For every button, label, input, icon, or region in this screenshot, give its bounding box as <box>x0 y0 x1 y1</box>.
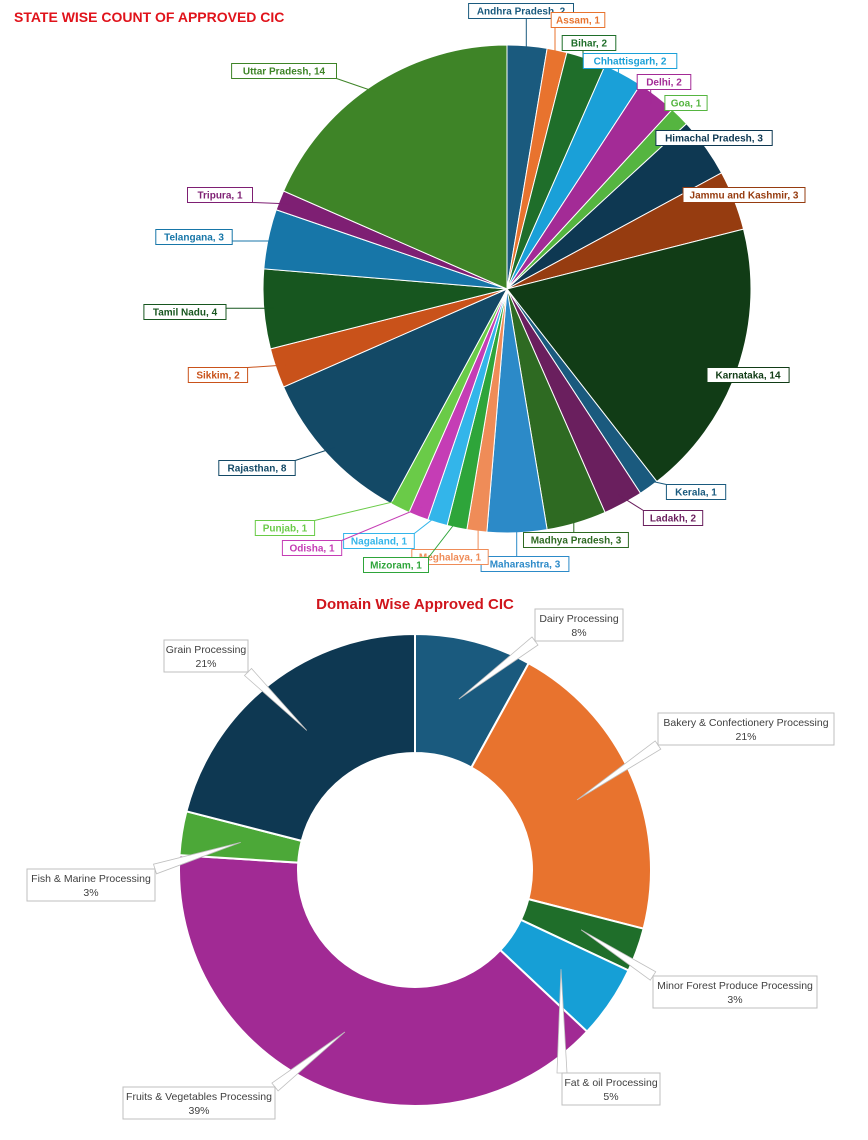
state-label-box-tamil-nadu <box>143 304 227 320</box>
domain-percent-dairy-processing: 8% <box>571 627 586 639</box>
domain-label-grain-processing: Grain Processing <box>166 644 247 656</box>
state-label-odisha: Odisha, 1 <box>289 544 334 555</box>
domain-label-bakery-and-confectionery-processing: Bakery & Confectionery Processing <box>663 717 828 729</box>
state-label-mizoram: Mizoram, 1 <box>370 561 422 572</box>
state-label-box-nagaland <box>343 533 415 549</box>
state-label-meghalaya: Meghalaya, 1 <box>419 553 482 564</box>
state-label-box-chhattisgarh <box>582 53 678 69</box>
state-label-uttar-pradesh: Uttar Pradesh, 14 <box>243 67 326 78</box>
domain-labels: Dairy Processing 8% Bakery & Confectionery… <box>26 608 835 1120</box>
state-label-box-jammu-and-kashmir <box>682 187 806 203</box>
domain-label-fish-and-marine-processing: Fish & Marine Processing <box>31 873 151 885</box>
state-label-assam: Assam, 1 <box>556 16 600 27</box>
domain-label-box-fat-and-oil-processing <box>561 1072 661 1106</box>
state-leader-kerala <box>642 478 667 485</box>
state-label-bihar: Bihar, 2 <box>571 39 608 50</box>
state-leader-uttar-pradesh <box>336 78 380 94</box>
state-label-andhra-pradesh: Andhra Pradesh, 2 <box>477 7 566 18</box>
state-label-box-sikkim <box>187 367 249 383</box>
state-label-ladakh: Ladakh, 2 <box>650 514 697 525</box>
state-label-box-bihar <box>561 35 617 51</box>
state-label-box-tripura <box>187 187 253 203</box>
state-label-box-telangana <box>155 229 233 245</box>
state-label-tripura: Tripura, 1 <box>197 191 242 202</box>
state-leader-tripura <box>252 202 290 205</box>
domain-percent-grain-processing: 21% <box>195 658 216 670</box>
domain-percent-fat-and-oil-processing: 5% <box>603 1091 618 1103</box>
domain-label-minor-forest-produce-processing: Minor Forest Produce Processing <box>657 980 813 992</box>
domain-label-box-fish-and-marine-processing <box>26 868 156 902</box>
state-label-kerala: Kerala, 1 <box>675 488 717 499</box>
domain-label-box-grain-processing <box>163 639 249 673</box>
state-label-maharashtra: Maharashtra, 3 <box>490 560 561 571</box>
state-leader-nagaland <box>413 512 441 534</box>
state-label-madhya-pradesh: Madhya Pradesh, 3 <box>531 536 622 547</box>
state-label-box-goa <box>664 95 708 111</box>
state-label-tamil-nadu: Tamil Nadu, 4 <box>153 308 218 319</box>
state-label-box-odisha <box>281 540 343 556</box>
state-leader-rajasthan <box>295 447 335 461</box>
state-label-goa: Goa, 1 <box>671 99 702 110</box>
domain-label-fat-and-oil-processing: Fat & oil Processing <box>564 1077 658 1089</box>
domain-chart-title: Domain Wise Approved CIC <box>316 596 514 613</box>
state-label-box-madhya-pradesh <box>523 532 629 548</box>
state-label-box-uttar-pradesh <box>231 63 338 79</box>
state-label-box-andhra-pradesh <box>468 3 575 19</box>
state-label-box-himachal-pradesh <box>655 130 773 146</box>
state-label-box-karnataka <box>706 367 790 383</box>
state-label-telangana: Telangana, 3 <box>164 233 224 244</box>
domain-slice-bakery-and-confectionery-processing <box>470 661 652 930</box>
state-label-punjab: Punjab, 1 <box>263 524 308 535</box>
state-chart-title: STATE WISE COUNT OF APPROVED CIC <box>14 9 285 25</box>
domain-doughnut <box>178 632 652 1107</box>
state-label-himachal-pradesh: Himachal Pradesh, 3 <box>665 134 763 145</box>
domain-label-box-bakery-and-confectionery-processing <box>657 712 835 746</box>
state-label-box-rajasthan <box>218 460 296 476</box>
state-label-box-assam <box>550 12 606 28</box>
domain-slice-fruits-and-vegetables-processing <box>178 854 589 1107</box>
domain-label-dairy-processing: Dairy Processing <box>539 613 619 625</box>
state-slice-uttar-pradesh <box>282 44 508 290</box>
state-label-box-mizoram <box>363 557 429 573</box>
domain-label-box-minor-forest-produce-processing <box>652 975 818 1009</box>
state-label-box-ladakh <box>642 510 704 526</box>
domain-percent-fish-and-marine-processing: 3% <box>83 887 98 899</box>
state-label-box-kerala <box>665 484 727 500</box>
state-label-nagaland: Nagaland, 1 <box>351 537 408 548</box>
domain-label-box-dairy-processing <box>534 608 624 642</box>
state-pie <box>262 44 752 534</box>
state-label-rajasthan: Rajasthan, 8 <box>228 464 287 475</box>
state-label-box-punjab <box>254 520 316 536</box>
state-slice-rajasthan <box>282 287 509 505</box>
state-leader-ladakh <box>618 494 644 511</box>
state-label-sikkim: Sikkim, 2 <box>196 371 240 382</box>
domain-percent-minor-forest-produce-processing: 3% <box>727 994 742 1006</box>
domain-percent-fruits-and-vegetables-processing: 39% <box>188 1105 209 1117</box>
domain-slice-grain-processing <box>185 632 416 843</box>
state-label-delhi: Delhi, 2 <box>646 78 682 89</box>
domain-label-box-fruits-and-vegetables-processing <box>122 1086 276 1120</box>
state-label-jammu-and-kashmir: Jammu and Kashmir, 3 <box>690 191 799 202</box>
domain-percent-bakery-and-confectionery-processing: 21% <box>735 731 756 743</box>
state-leader-sikkim <box>247 364 286 368</box>
state-label-karnataka: Karnataka, 14 <box>715 371 780 382</box>
domain-label-fruits-and-vegetables-processing: Fruits & Vegetables Processing <box>126 1091 272 1103</box>
state-label-chhattisgarh: Chhattisgarh, 2 <box>594 57 667 68</box>
state-label-box-delhi <box>636 74 692 90</box>
state-leader-punjab <box>314 498 405 521</box>
state-leader-odisha <box>341 506 423 541</box>
state-leader-mizoram <box>428 517 460 558</box>
